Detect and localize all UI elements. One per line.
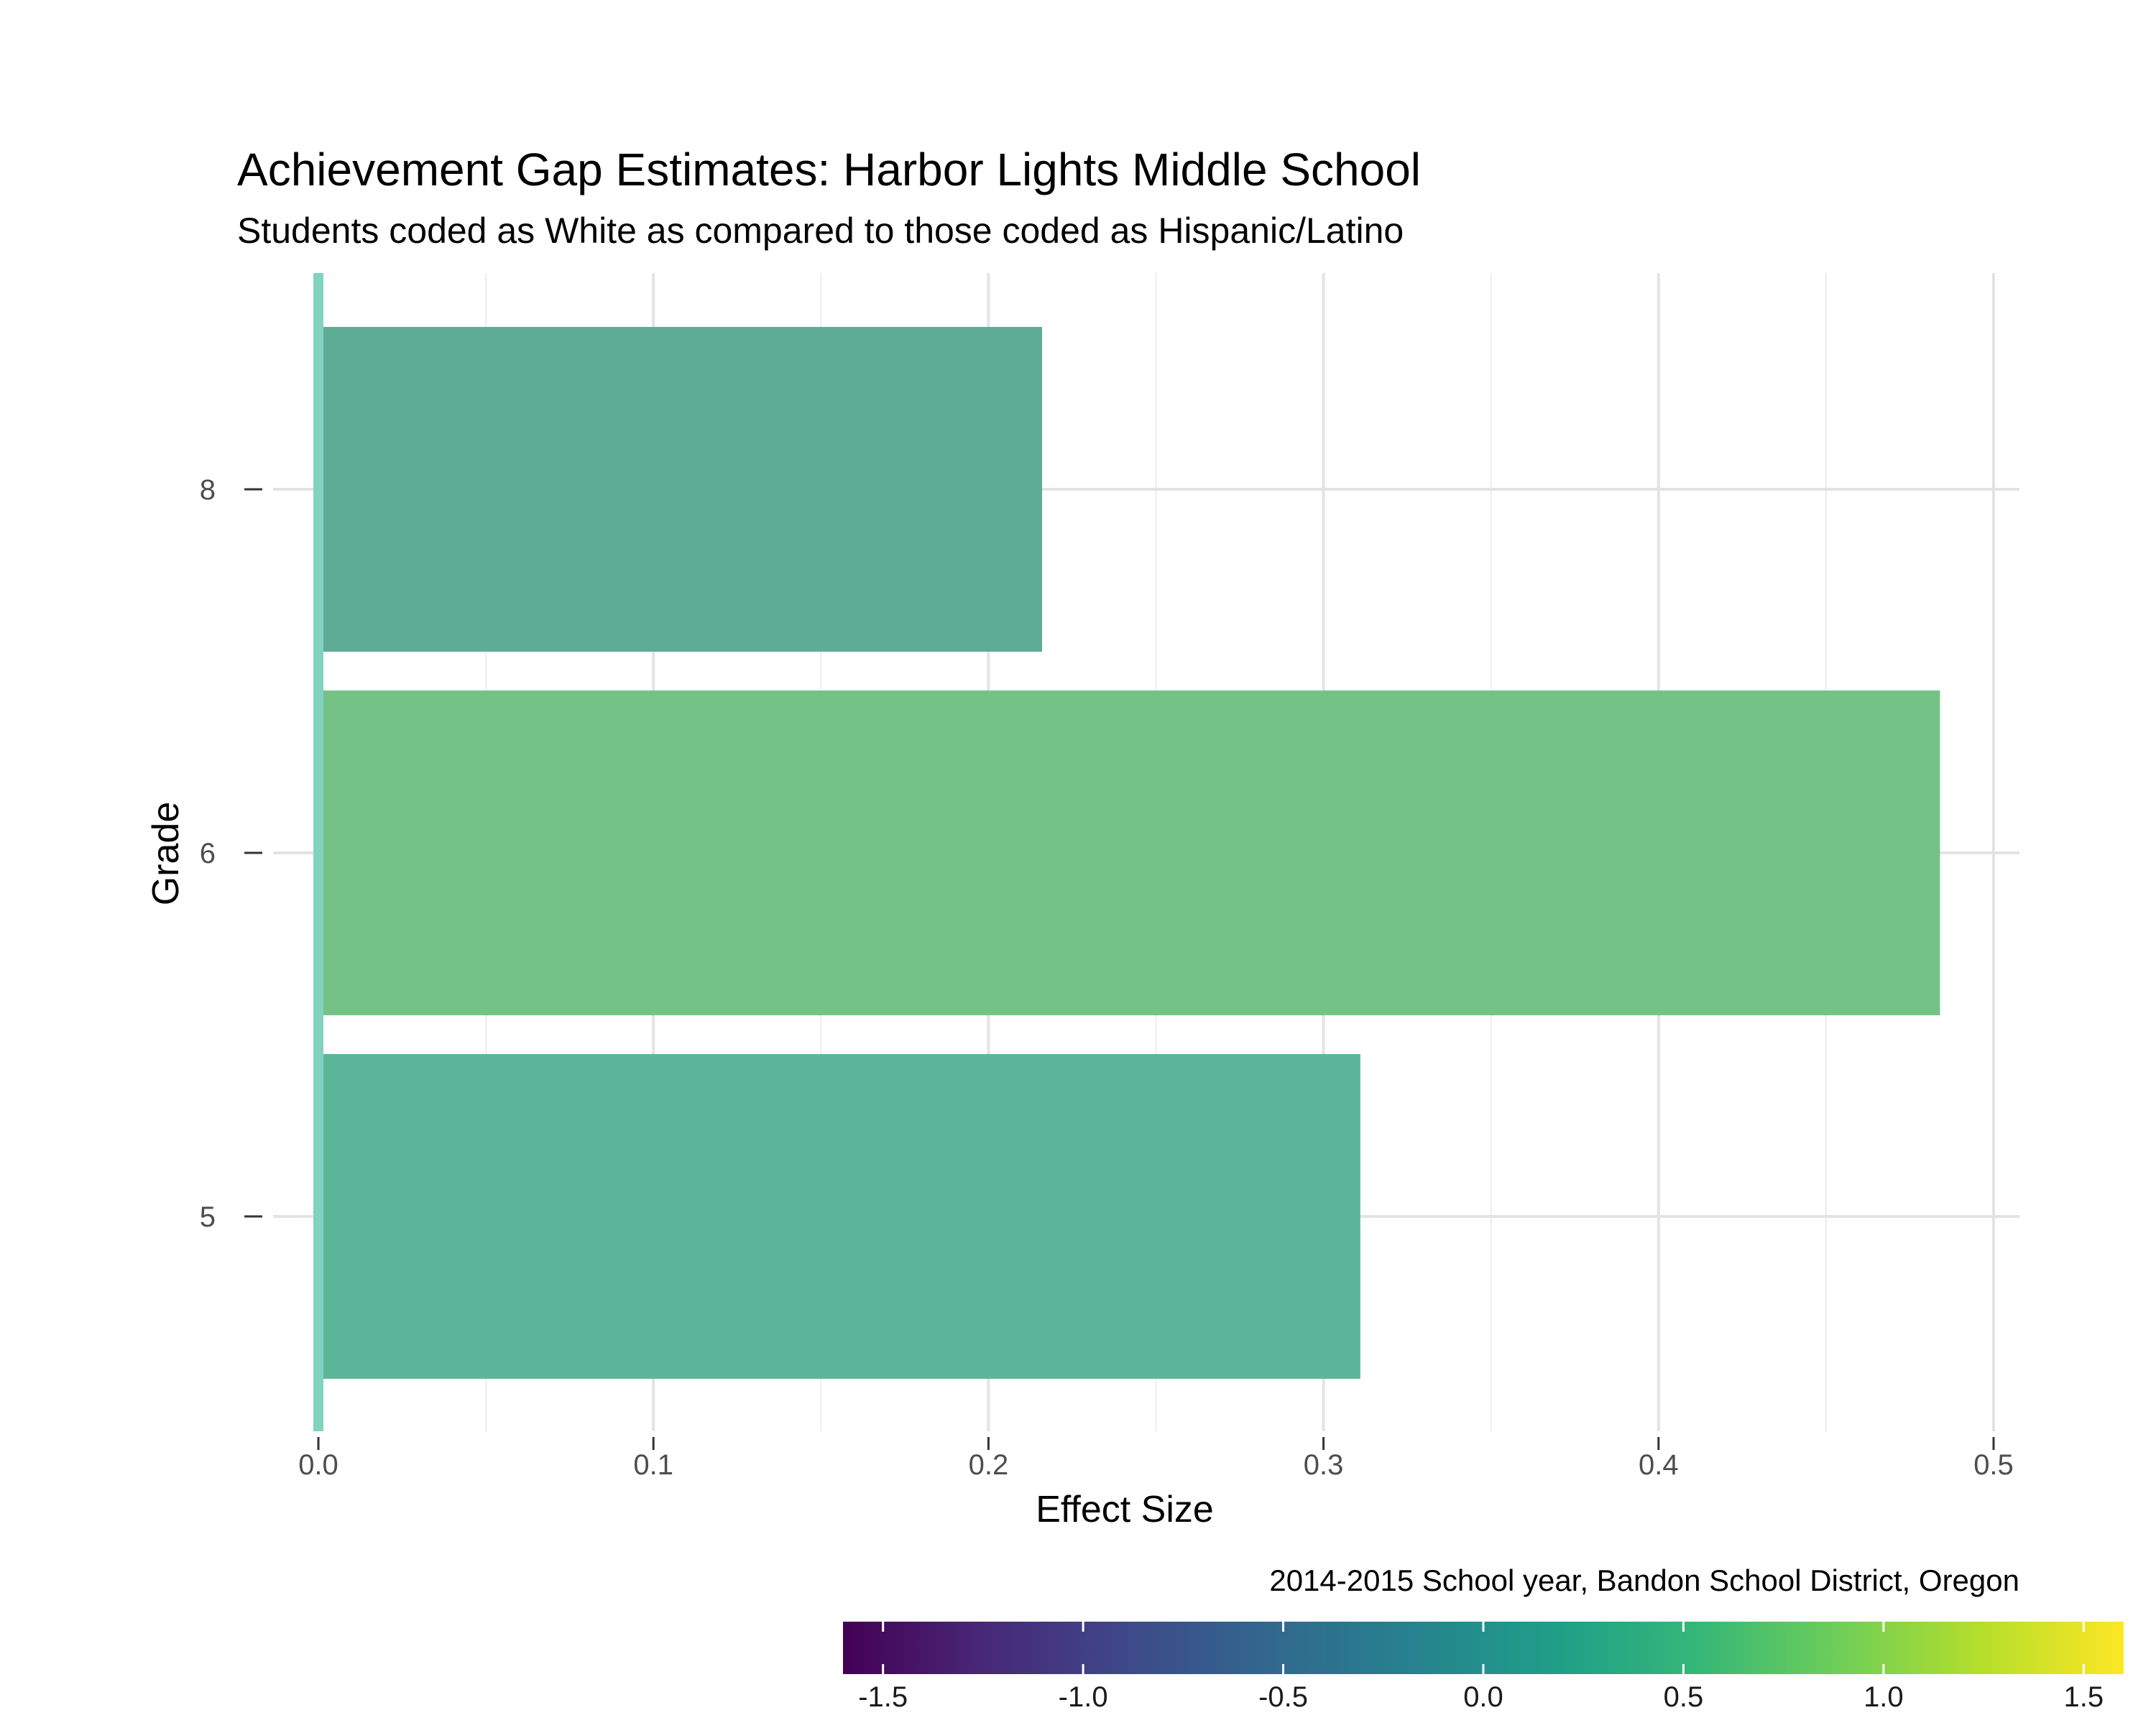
x-tick-label: 0.3 (1304, 1449, 1344, 1481)
y-tick-label: 5 (200, 1201, 216, 1233)
colorbar-tick-label: -1.5 (858, 1681, 908, 1713)
y-axis-title: Grade (145, 802, 187, 906)
chart-caption: 2014-2015 School year, Bandon School Dis… (1269, 1563, 2019, 1597)
bar-grade-6 (318, 690, 1940, 1015)
colorbar-tick-label: -1.0 (1059, 1681, 1108, 1713)
bars (318, 327, 1940, 1379)
x-tick-label: 0.2 (969, 1449, 1009, 1481)
x-tick-label: 0.0 (298, 1449, 338, 1481)
colorbar-tick-label: 0.0 (1463, 1681, 1503, 1713)
bar-grade-8 (318, 327, 1042, 652)
chart-subtitle: Students coded as White as compared to t… (237, 211, 1404, 251)
chart-title: Achievement Gap Estimates: Harbor Lights… (237, 144, 1421, 195)
colorbar-tick-label: 1.0 (1864, 1681, 1904, 1713)
x-axis-title: Effect Size (1036, 1489, 1214, 1530)
x-axis-ticks: 0.0 0.1 0.2 0.3 0.4 0.5 (298, 1437, 2014, 1481)
y-tick-label: 8 (200, 474, 216, 506)
y-tick-label: 6 (200, 838, 216, 869)
bar-grade-5 (318, 1054, 1360, 1379)
colorbar: -1.5 -1.0 -0.5 0.0 0.5 1.0 1.5 (843, 1622, 2124, 1713)
colorbar-tick-label: 1.5 (2064, 1681, 2104, 1713)
colorbar-tick-label: 0.5 (1664, 1681, 1704, 1713)
x-tick-label: 0.4 (1639, 1449, 1679, 1481)
x-tick-label: 0.5 (1973, 1449, 2014, 1481)
colorbar-tick-label: -0.5 (1258, 1681, 1308, 1713)
x-tick-label: 0.1 (633, 1449, 673, 1481)
y-axis-ticks: 5 6 8 (200, 474, 262, 1233)
